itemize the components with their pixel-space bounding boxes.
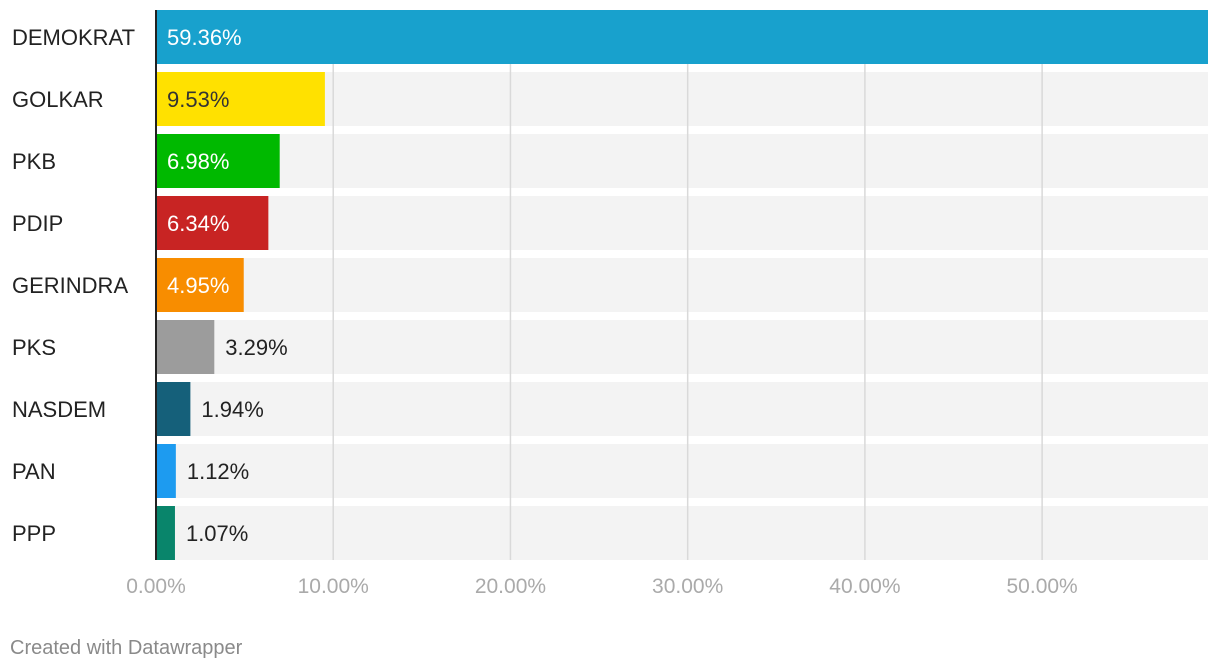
category-label: PKB — [12, 149, 56, 174]
value-label: 6.34% — [167, 211, 229, 236]
bar-track — [156, 134, 1208, 188]
bar-track — [156, 196, 1208, 250]
value-label: 9.53% — [167, 87, 229, 112]
bar-track — [156, 258, 1208, 312]
bar-track — [156, 506, 1208, 560]
value-label: 6.98% — [167, 149, 229, 174]
category-label: DEMOKRAT — [12, 25, 135, 50]
bar — [156, 506, 175, 560]
category-label: PDIP — [12, 211, 63, 236]
bar — [156, 444, 176, 498]
value-label: 1.12% — [187, 459, 249, 484]
value-label: 3.29% — [225, 335, 287, 360]
value-label: 4.95% — [167, 273, 229, 298]
value-label: 59.36% — [167, 25, 242, 50]
category-label: NASDEM — [12, 397, 106, 422]
bar — [156, 72, 325, 126]
bar-track — [156, 382, 1208, 436]
bar-track — [156, 444, 1208, 498]
footer-credit: Created with Datawrapper — [10, 637, 243, 659]
category-label: GOLKAR — [12, 87, 104, 112]
x-tick-label: 30.00% — [652, 575, 723, 598]
bar — [156, 320, 215, 374]
value-label: 1.07% — [186, 521, 248, 546]
x-tick-label: 10.00% — [298, 575, 369, 598]
x-tick-label: 20.00% — [475, 575, 546, 598]
bar — [156, 10, 1208, 64]
x-tick-label: 50.00% — [1007, 575, 1078, 598]
category-label: PKS — [12, 335, 56, 360]
bar — [156, 134, 280, 188]
bar — [156, 196, 269, 250]
bar-track — [156, 320, 1208, 374]
category-label: PAN — [12, 459, 56, 484]
bar-track — [156, 72, 1208, 126]
category-label: GERINDRA — [12, 273, 128, 298]
bar — [156, 382, 191, 436]
category-label: PPP — [12, 521, 56, 546]
bar — [156, 258, 244, 312]
x-tick-label: 40.00% — [829, 575, 900, 598]
value-label: 1.94% — [201, 397, 263, 422]
x-tick-label: 0.00% — [126, 575, 186, 598]
